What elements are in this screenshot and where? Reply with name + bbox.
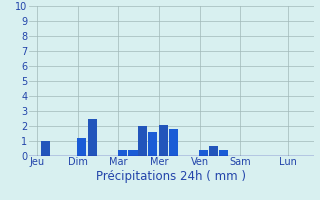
Bar (159, 124, 168, 156)
Bar (148, 132, 157, 156)
Bar (169, 129, 178, 156)
Bar (128, 150, 138, 156)
Bar (118, 150, 127, 156)
Bar (219, 150, 228, 156)
Bar (138, 126, 147, 156)
Bar (209, 146, 218, 156)
Bar (41, 141, 50, 156)
Bar (199, 150, 208, 156)
Bar (76, 138, 86, 156)
Bar (88, 118, 97, 156)
X-axis label: Précipitations 24h ( mm ): Précipitations 24h ( mm ) (96, 170, 246, 183)
